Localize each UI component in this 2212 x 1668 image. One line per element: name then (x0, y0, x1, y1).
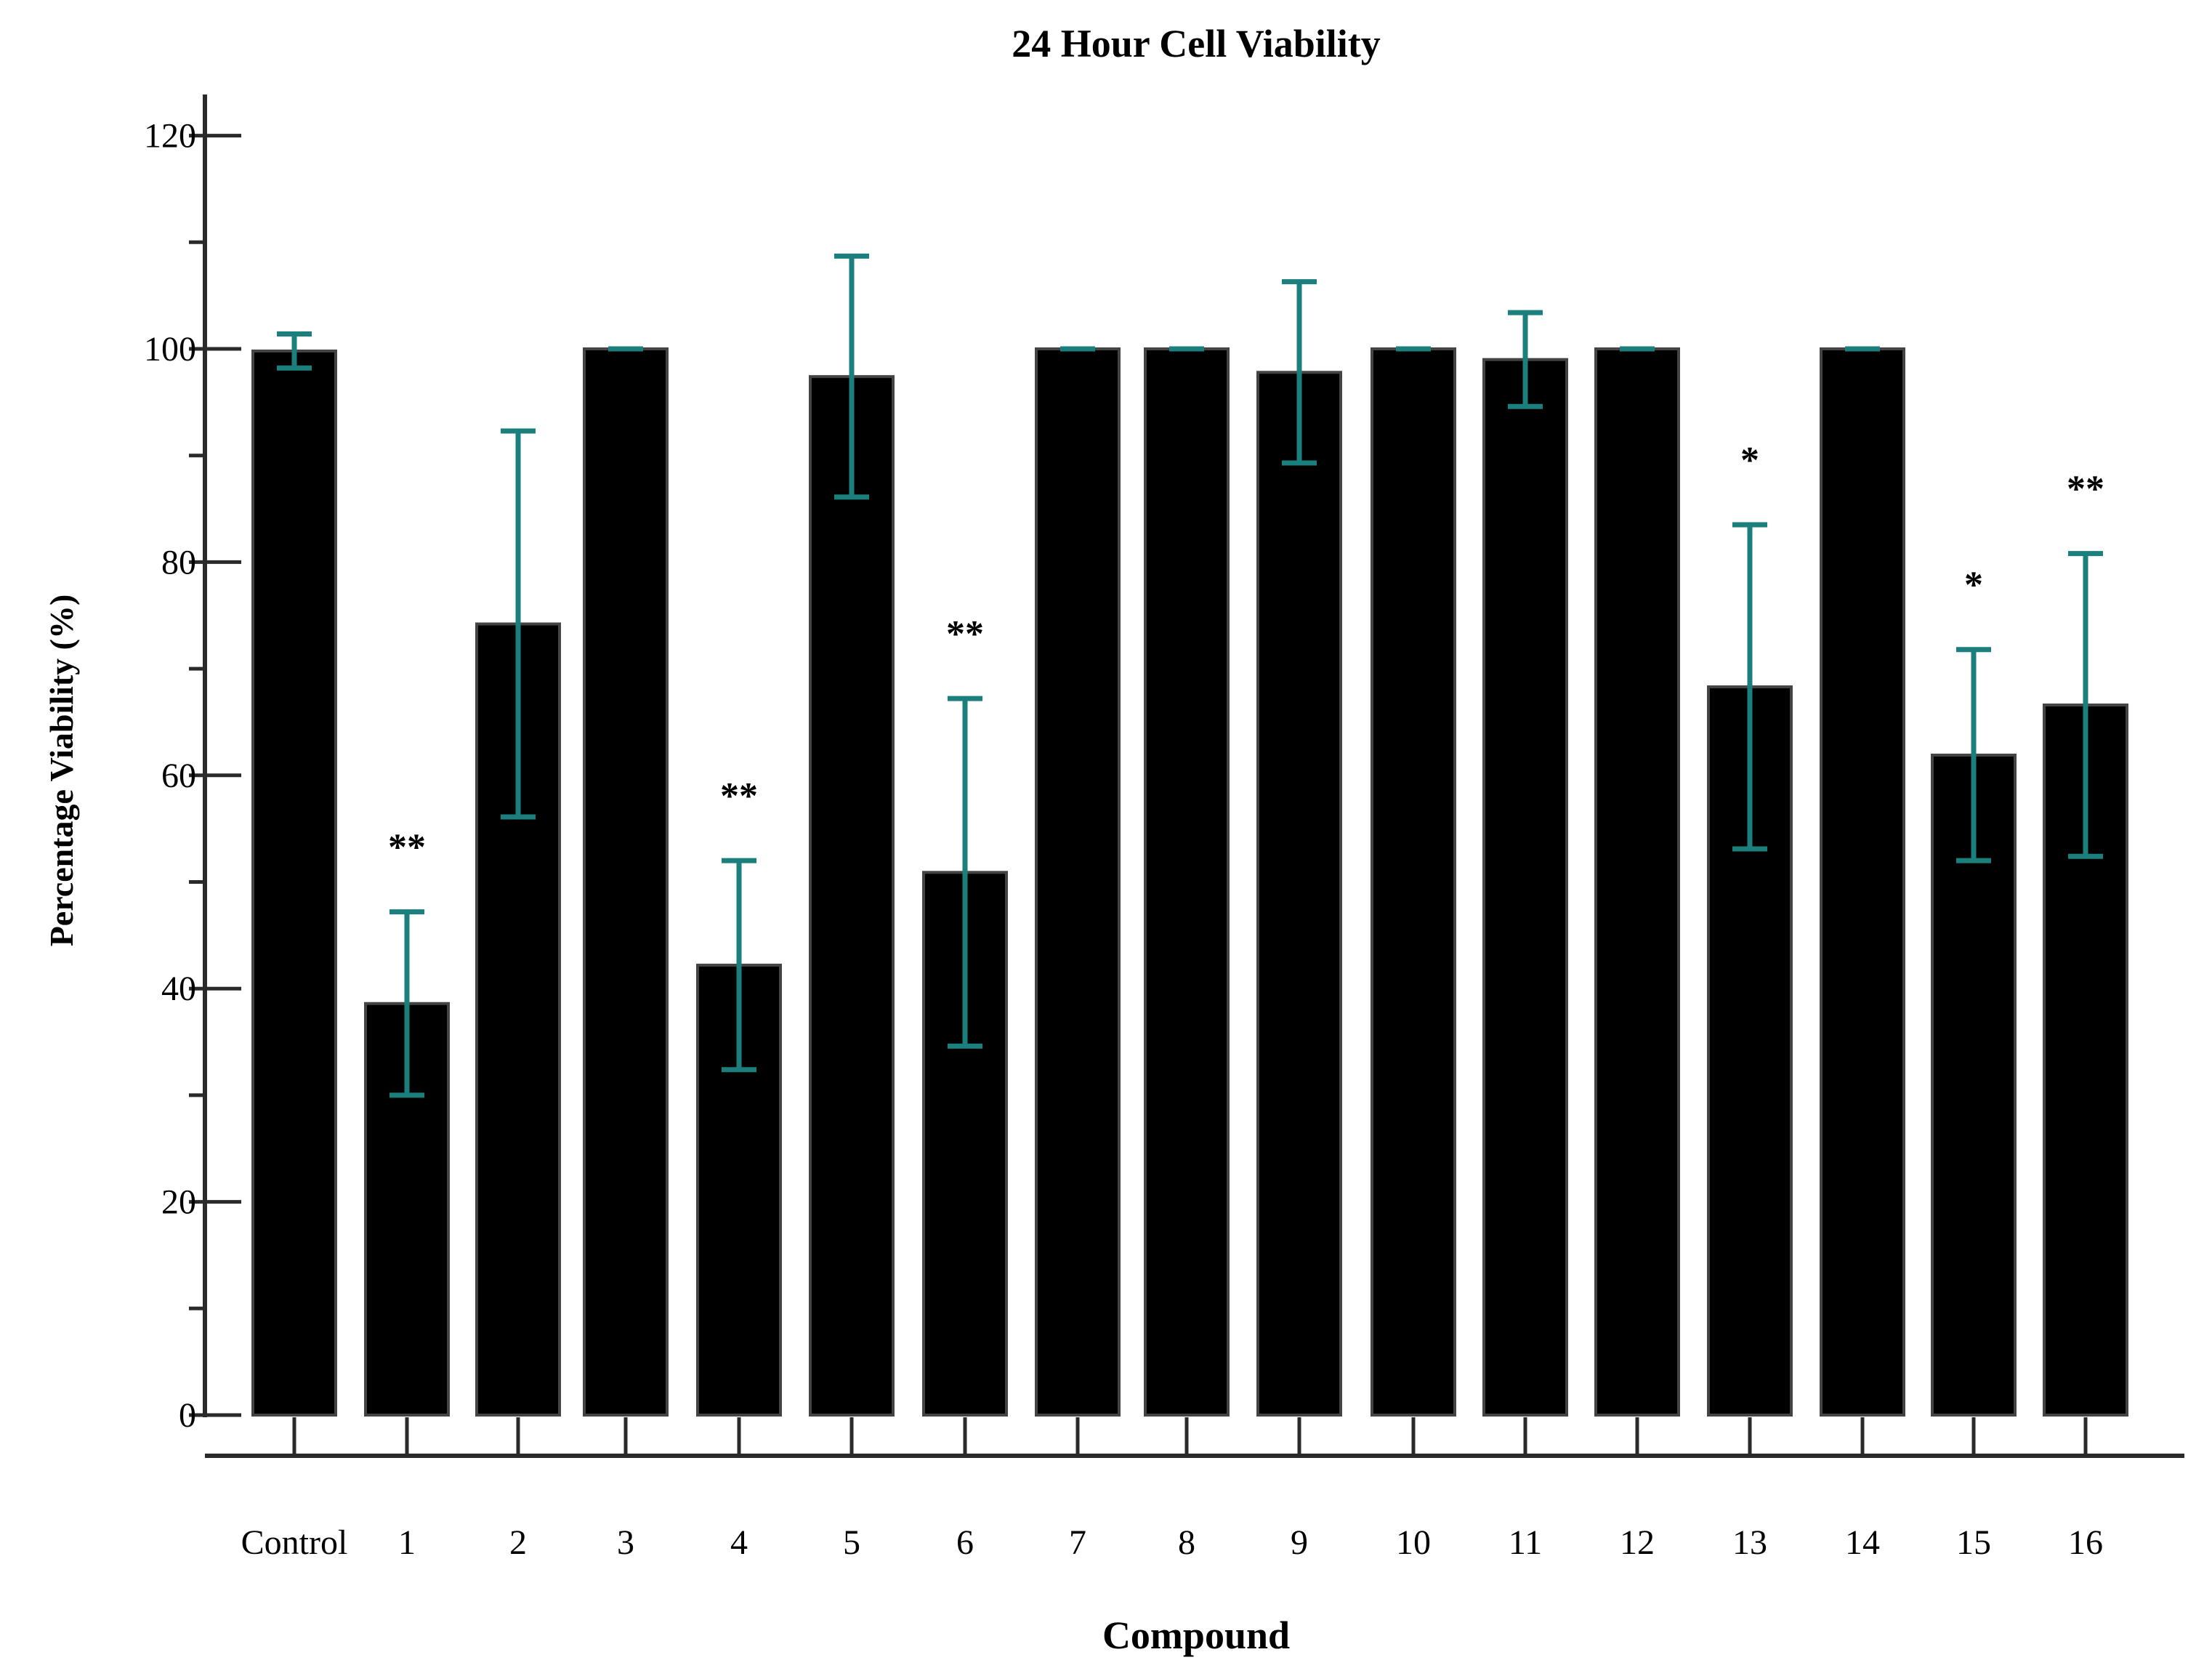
x-tick-label: Control (241, 1523, 348, 1562)
y-tick-label: 60 (161, 757, 196, 795)
x-tick-label: 13 (1732, 1523, 1767, 1562)
significance-label: * (1740, 440, 1759, 481)
bars: ********** (251, 253, 2128, 1417)
x-tick-label: 15 (1956, 1523, 1991, 1562)
x-tick-label: 6 (956, 1523, 974, 1562)
bar (583, 347, 669, 1417)
x-tick-label: 8 (1178, 1523, 1195, 1562)
x-tick-label: 3 (617, 1523, 634, 1562)
x-tick-label: 16 (2068, 1523, 2103, 1562)
bar (1594, 347, 1680, 1417)
x-tick-label: 11 (1509, 1523, 1542, 1562)
x-tick-label: 12 (1620, 1523, 1655, 1562)
x-tick-label: 1 (398, 1523, 416, 1562)
y-tick-label: 80 (161, 543, 196, 581)
significance-label: * (1964, 565, 1983, 606)
x-tick-label: 7 (1069, 1523, 1086, 1562)
bar (1371, 347, 1456, 1417)
significance-label: ** (2067, 469, 2104, 510)
x-tick-label: 9 (1291, 1523, 1308, 1562)
x-tick-label: 14 (1845, 1523, 1880, 1562)
y-tick-label: 40 (161, 970, 196, 1008)
x-axis-label: Compound (1102, 1613, 1290, 1657)
y-tick-label: 20 (161, 1183, 196, 1222)
y-axis-label: Percentage Viability (%) (43, 595, 80, 947)
bar (1256, 371, 1342, 1417)
bar (1482, 358, 1568, 1417)
x-tick-label: 5 (843, 1523, 860, 1562)
x-tick-label: 2 (509, 1523, 527, 1562)
bar (251, 349, 337, 1417)
significance-label: ** (388, 827, 426, 869)
y-tick-label: 120 (144, 117, 196, 156)
y-tick-label: 0 (179, 1396, 196, 1435)
y-tick-label: 100 (144, 330, 196, 368)
chart-title: 24 Hour Cell Viability (1012, 22, 1381, 65)
significance-label: ** (720, 775, 758, 817)
bar (1035, 347, 1121, 1417)
x-tick-label: 4 (730, 1523, 748, 1562)
x-tick-label: 10 (1396, 1523, 1431, 1562)
bar (809, 375, 895, 1417)
bar (1820, 347, 1905, 1417)
significance-label: ** (946, 613, 984, 655)
bar (1144, 347, 1230, 1417)
